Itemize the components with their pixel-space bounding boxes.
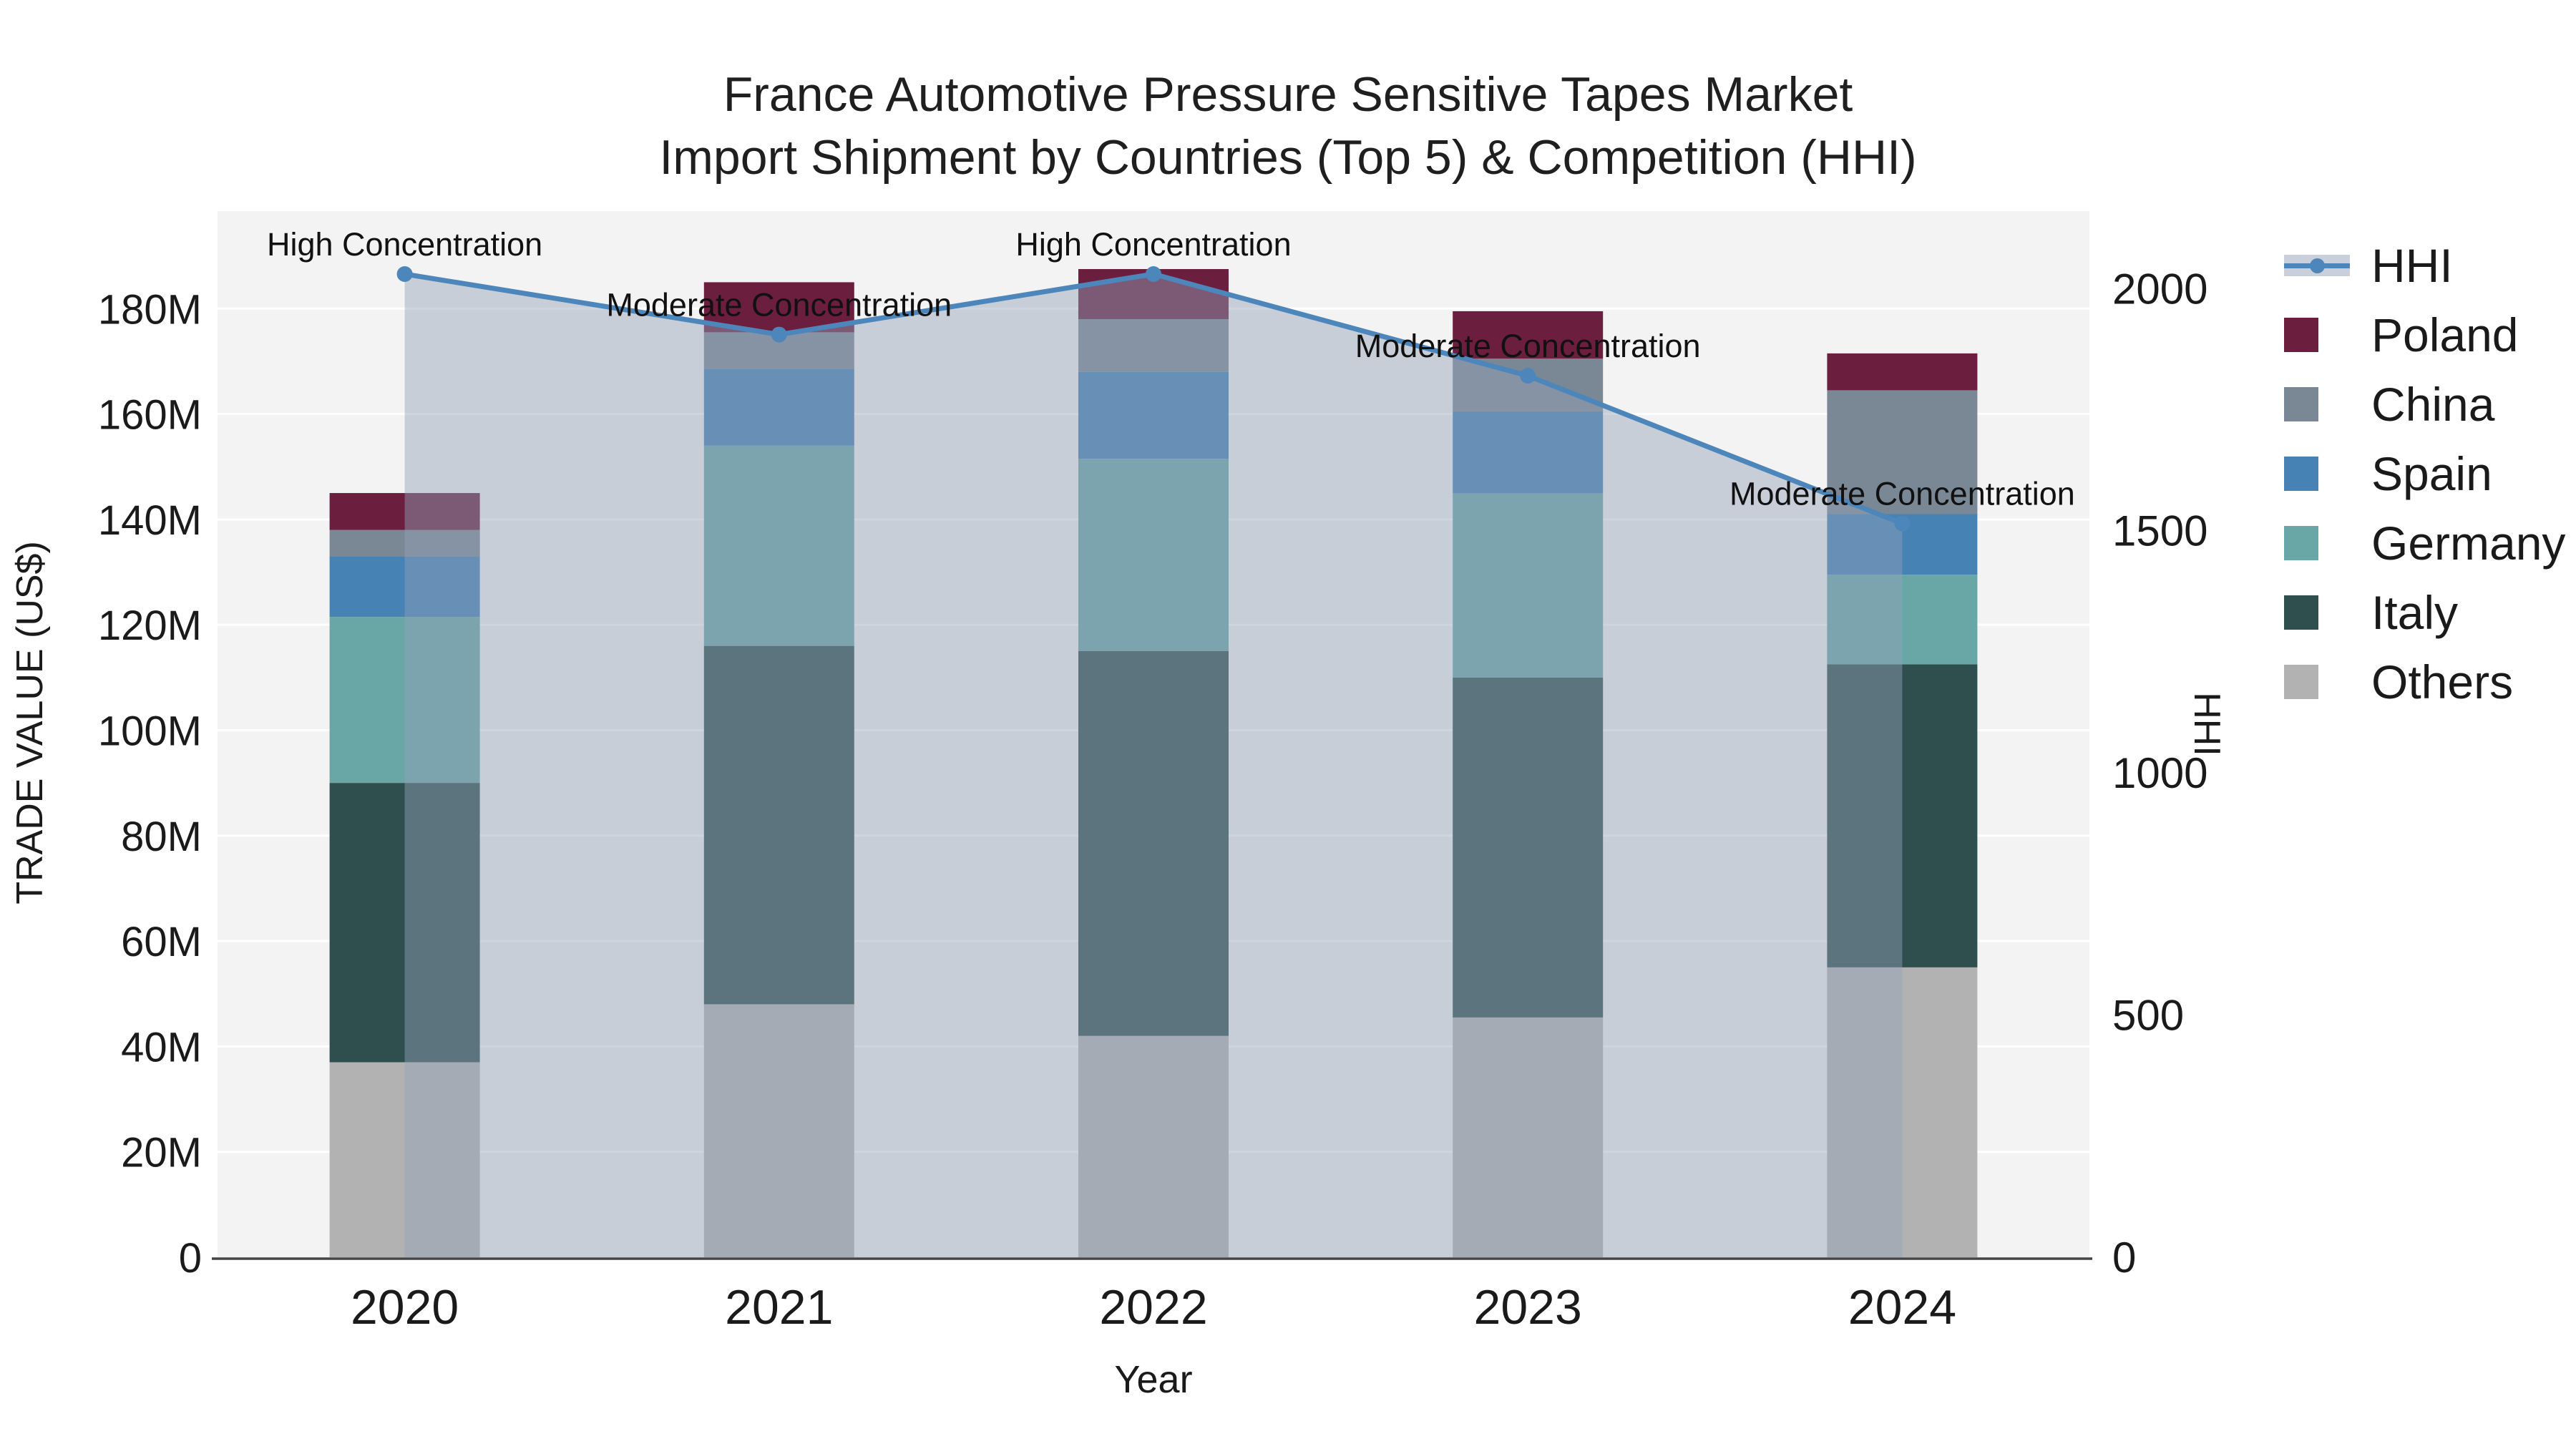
- bar-segment-others-2021[interactable]: [703, 1004, 854, 1257]
- legend-label-germany: Germany: [2371, 516, 2566, 570]
- legend-swatch-cell: [2284, 525, 2353, 560]
- bar-segment-china-2024[interactable]: [1827, 390, 1978, 514]
- legend-item-poland[interactable]: Poland: [2284, 300, 2565, 369]
- y-right-tick-500: 500: [2112, 992, 2184, 1040]
- bar-segment-germany-2022[interactable]: [1078, 459, 1229, 651]
- legend-label-china: China: [2371, 377, 2495, 431]
- bar-segment-poland-2024[interactable]: [1827, 353, 1978, 391]
- x-tick-2020: 2020: [351, 1280, 459, 1335]
- bar-segment-spain-2023[interactable]: [1453, 411, 1604, 494]
- germany-color-swatch: [2284, 525, 2318, 560]
- y-right-tick-2000: 2000: [2112, 265, 2207, 313]
- annotation-2020: High Concentration: [267, 226, 542, 263]
- y-left-tick-60M: 60M: [121, 919, 202, 965]
- legend-swatch-cell: [2284, 595, 2353, 630]
- hhi-marker-2020[interactable]: [396, 265, 413, 282]
- legend-swatch-cell: [2284, 248, 2353, 283]
- bar-segment-italy-2021[interactable]: [703, 645, 854, 1005]
- legend-item-hhi[interactable]: HHI: [2284, 230, 2565, 300]
- bar-segment-poland-2023[interactable]: [1453, 311, 1604, 359]
- legend-label-poland: Poland: [2371, 308, 2519, 361]
- legend-item-spain[interactable]: Spain: [2284, 439, 2565, 508]
- legend-item-germany[interactable]: Germany: [2284, 508, 2565, 577]
- chart-subtitle: Import Shipment by Countries (Top 5) & C…: [659, 130, 1917, 185]
- bar-segment-spain-2022[interactable]: [1078, 371, 1229, 459]
- bar-segment-spain-2020[interactable]: [329, 556, 480, 618]
- bar-segment-germany-2020[interactable]: [329, 617, 480, 784]
- legend-swatch-cell: [2284, 317, 2353, 352]
- bar-segment-italy-2022[interactable]: [1078, 650, 1229, 1036]
- bar-segment-germany-2023[interactable]: [1453, 493, 1604, 678]
- bar-segment-others-2024[interactable]: [1827, 967, 1978, 1257]
- x-tick-2022: 2022: [1099, 1280, 1207, 1335]
- bar-segment-germany-2021[interactable]: [703, 445, 854, 646]
- bar-segment-poland-2020[interactable]: [329, 493, 480, 530]
- poland-color-swatch: [2284, 317, 2318, 352]
- bar-segment-italy-2024[interactable]: [1827, 664, 1978, 967]
- legend-label-italy: Italy: [2371, 585, 2459, 639]
- y-left-tick-80M: 80M: [121, 814, 202, 860]
- y-left-tick-100M: 100M: [98, 708, 202, 754]
- legend-label-others: Others: [2371, 655, 2514, 708]
- hhi-marker-2024[interactable]: [1894, 515, 1911, 532]
- annotation-2023: Moderate Concentration: [1355, 328, 1701, 364]
- legend-label-spain: Spain: [2371, 447, 2492, 500]
- chart-title: France Automotive Pressure Sensitive Tap…: [723, 67, 1853, 122]
- y-left-tick-120M: 120M: [98, 602, 202, 649]
- y-axis-title-right: HHI: [2186, 692, 2228, 756]
- legend-item-others[interactable]: Others: [2284, 647, 2565, 716]
- annotation-2021: Moderate Concentration: [606, 287, 952, 323]
- bar-segment-germany-2024[interactable]: [1827, 575, 1978, 665]
- y-right-tick-1500: 1500: [2112, 507, 2207, 555]
- legend-swatch-cell: [2284, 456, 2353, 491]
- legend-swatch-cell: [2284, 664, 2353, 699]
- y-axis-title-left: TRADE VALUE (US$): [9, 541, 51, 904]
- bar-segment-china-2022[interactable]: [1078, 318, 1229, 372]
- x-axis-title: Year: [1114, 1358, 1193, 1401]
- hhi-line-swatch-icon: [2284, 248, 2350, 283]
- hhi-marker-2023[interactable]: [1520, 368, 1536, 384]
- x-tick-2021: 2021: [725, 1280, 833, 1335]
- others-color-swatch: [2284, 664, 2318, 699]
- bar-segment-spain-2021[interactable]: [703, 369, 854, 446]
- bar-segment-others-2020[interactable]: [329, 1062, 480, 1257]
- legend-hhi-dot: [2310, 258, 2325, 273]
- annotation-2024: Moderate Concentration: [1729, 476, 2075, 512]
- bar-segment-italy-2023[interactable]: [1453, 677, 1604, 1018]
- legend-item-italy[interactable]: Italy: [2284, 577, 2565, 647]
- y-left-tick-160M: 160M: [98, 392, 202, 439]
- y-left-tick-140M: 140M: [98, 497, 202, 544]
- x-tick-2023: 2023: [1474, 1280, 1582, 1335]
- hhi-marker-2022[interactable]: [1146, 265, 1161, 282]
- bar-segment-china-2023[interactable]: [1453, 358, 1604, 411]
- x-tick-2024: 2024: [1848, 1280, 1956, 1335]
- y-left-tick-40M: 40M: [121, 1024, 202, 1070]
- annotation-2022: High Concentration: [1015, 226, 1291, 263]
- legend-item-china[interactable]: China: [2284, 369, 2565, 439]
- legend-label-hhi: HHI: [2371, 238, 2453, 292]
- y-right-tick-0: 0: [2112, 1234, 2136, 1282]
- hhi-marker-2021[interactable]: [771, 326, 787, 343]
- hhi-area-fill: [404, 273, 1903, 1258]
- y-left-tick-20M: 20M: [121, 1130, 202, 1176]
- y-right-tick-1000: 1000: [2112, 749, 2207, 797]
- china-color-swatch: [2284, 386, 2318, 421]
- bar-segment-others-2023[interactable]: [1453, 1017, 1604, 1257]
- bar-segment-others-2022[interactable]: [1078, 1035, 1229, 1257]
- bar-segment-italy-2020[interactable]: [329, 783, 480, 1063]
- bar-segment-china-2020[interactable]: [329, 530, 480, 557]
- legend: HHI Poland China Spain Germany Italy Oth…: [2284, 230, 2565, 716]
- y-left-tick-180M: 180M: [98, 286, 202, 333]
- italy-color-swatch: [2284, 595, 2318, 630]
- spain-color-swatch: [2284, 456, 2318, 491]
- y-left-tick-0: 0: [179, 1235, 202, 1282]
- legend-swatch-cell: [2284, 386, 2353, 421]
